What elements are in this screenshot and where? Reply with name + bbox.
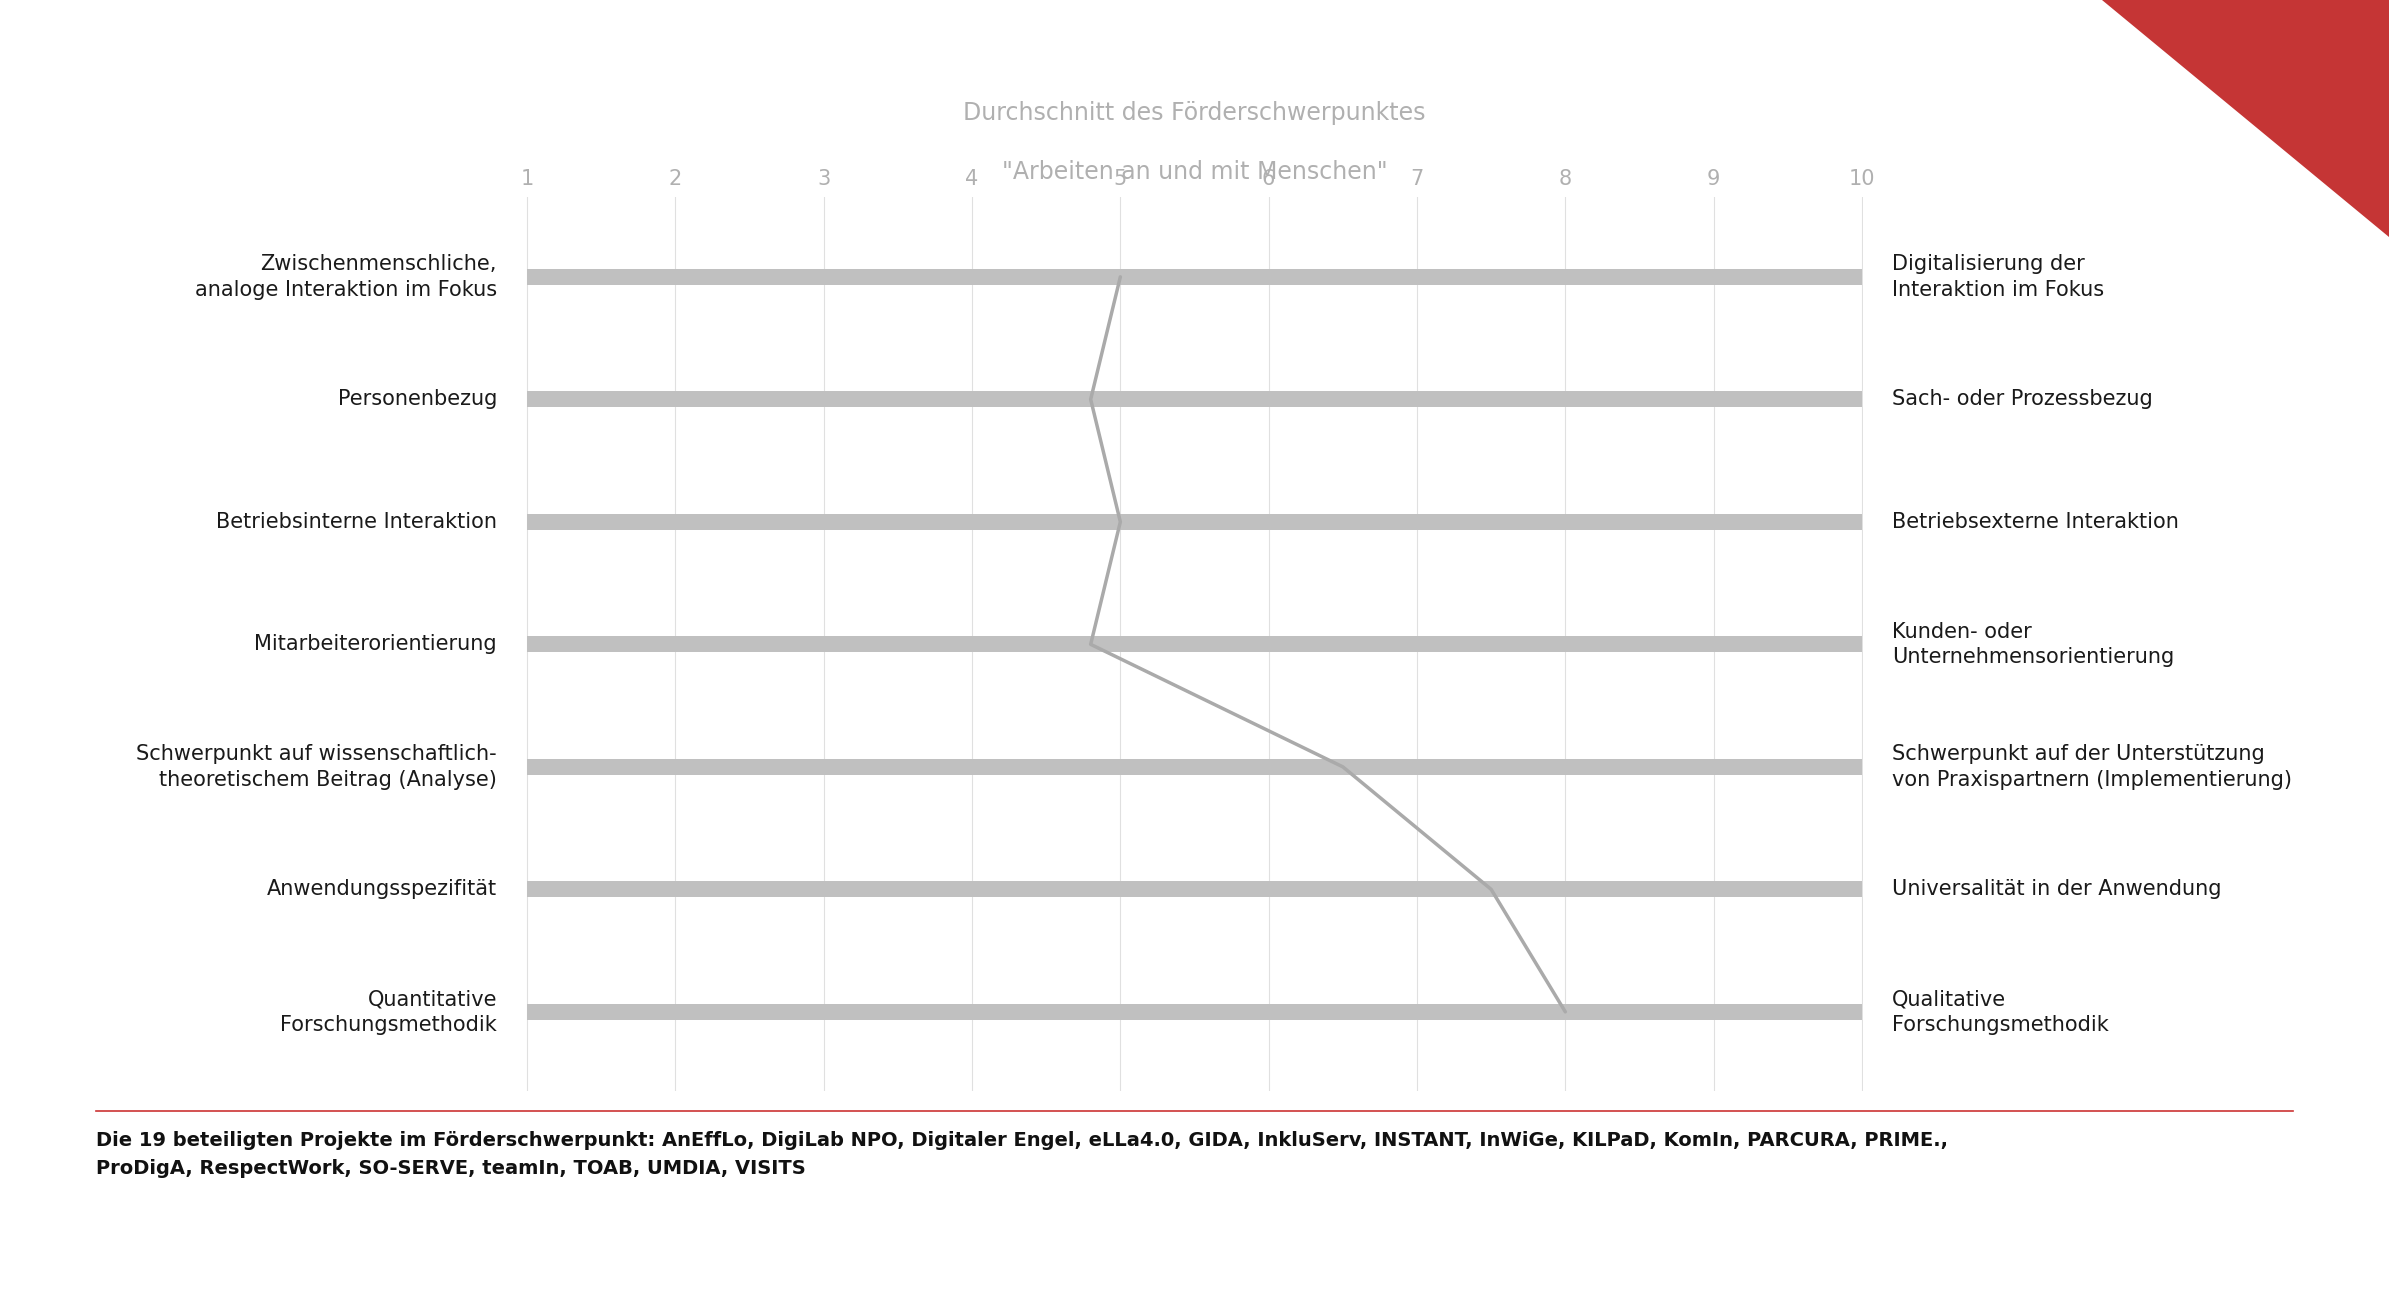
Text: Zwischenmenschliche,
analoge Interaktion im Fokus: Zwischenmenschliche, analoge Interaktion… (196, 254, 497, 300)
Bar (528, 392, 1861, 408)
Text: Mitarbeiterorientierung: Mitarbeiterorientierung (253, 634, 497, 655)
Bar (528, 759, 1861, 775)
Text: Anwendungsspezifität: Anwendungsspezifität (268, 880, 497, 899)
Text: Betriebsexterne Interaktion: Betriebsexterne Interaktion (1892, 512, 2179, 531)
Text: Schwerpunkt auf der Unterstützung
von Praxispartnern (Implementierung): Schwerpunkt auf der Unterstützung von Pr… (1892, 744, 2291, 789)
Bar (528, 636, 1861, 652)
Text: Digitalisierung der
Interaktion im Fokus: Digitalisierung der Interaktion im Fokus (1892, 254, 2105, 300)
Text: "Arbeiten an und mit Menschen": "Arbeiten an und mit Menschen" (1001, 160, 1388, 184)
Text: Sach- oder Prozessbezug: Sach- oder Prozessbezug (1892, 389, 2152, 409)
Bar (528, 268, 1861, 285)
Text: Durchschnitt des Förderschwerpunktes: Durchschnitt des Förderschwerpunktes (963, 101, 1426, 125)
Text: Quantitative
Forschungsmethodik: Quantitative Forschungsmethodik (280, 989, 497, 1035)
Text: Betriebsinterne Interaktion: Betriebsinterne Interaktion (215, 512, 497, 531)
Text: Qualitative
Forschungsmethodik: Qualitative Forschungsmethodik (1892, 989, 2109, 1035)
Text: Kunden- oder
Unternehmensorientierung: Kunden- oder Unternehmensorientierung (1892, 622, 2174, 667)
Text: Universalität in der Anwendung: Universalität in der Anwendung (1892, 880, 2222, 899)
Text: Personenbezug: Personenbezug (337, 389, 497, 409)
Bar (528, 1003, 1861, 1020)
Bar (528, 881, 1861, 897)
Text: Schwerpunkt auf wissenschaftlich-
theoretischem Beitrag (Analyse): Schwerpunkt auf wissenschaftlich- theore… (136, 744, 497, 789)
Bar (528, 514, 1861, 530)
Text: Die 19 beteiligten Projekte im Förderschwerpunkt: AnEffLo, DigiLab NPO, Digitale: Die 19 beteiligten Projekte im Fördersch… (96, 1131, 1947, 1178)
